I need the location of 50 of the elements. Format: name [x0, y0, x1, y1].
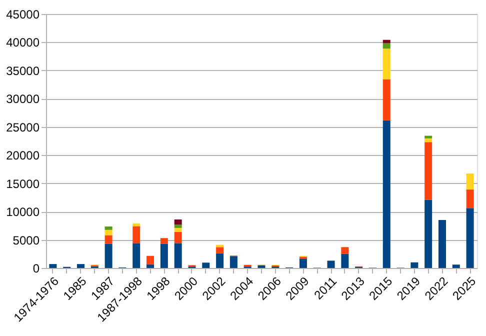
bar — [77, 264, 85, 268]
bar — [452, 264, 460, 268]
bar — [382, 120, 390, 268]
bar — [410, 262, 418, 268]
y-tick-label: 15000 — [6, 176, 40, 191]
y-tick-label: 30000 — [6, 92, 40, 106]
bar — [146, 256, 154, 264]
bar — [382, 79, 390, 120]
bar — [132, 226, 140, 244]
bar — [466, 174, 474, 190]
bar — [438, 220, 446, 268]
bar — [202, 262, 210, 268]
y-tick-label: 45000 — [6, 8, 40, 22]
y-tick-label: 25000 — [6, 120, 40, 134]
bar — [49, 264, 57, 268]
bar — [424, 138, 432, 142]
y-tick-label: 5000 — [12, 233, 40, 248]
y-tick-label: 0 — [32, 262, 40, 276]
bar — [299, 258, 307, 268]
bar — [174, 228, 182, 232]
bar — [104, 226, 112, 230]
bar — [132, 243, 140, 268]
bar — [174, 224, 182, 228]
bar — [216, 253, 224, 268]
y-tick-label: 20000 — [6, 148, 40, 163]
bar — [327, 260, 335, 268]
bar — [104, 244, 112, 268]
bar — [174, 219, 182, 225]
bar — [424, 142, 432, 200]
y-tick-label: 10000 — [6, 205, 40, 220]
bar — [104, 230, 112, 236]
bar — [174, 232, 182, 244]
bar — [424, 136, 432, 138]
bar — [174, 243, 182, 268]
y-tick-label: 40000 — [6, 36, 40, 50]
bar — [216, 247, 224, 254]
bar — [341, 254, 349, 268]
bar — [146, 264, 154, 268]
bar — [424, 200, 432, 268]
bar — [382, 48, 390, 80]
bar — [258, 265, 266, 268]
bar — [341, 247, 349, 254]
bar — [160, 238, 168, 244]
bar — [466, 208, 474, 268]
y-tick-label: 35000 — [6, 64, 40, 78]
bar — [382, 43, 390, 49]
bar — [466, 190, 474, 208]
bar — [230, 256, 238, 268]
bar — [104, 235, 112, 244]
bar — [160, 244, 168, 268]
